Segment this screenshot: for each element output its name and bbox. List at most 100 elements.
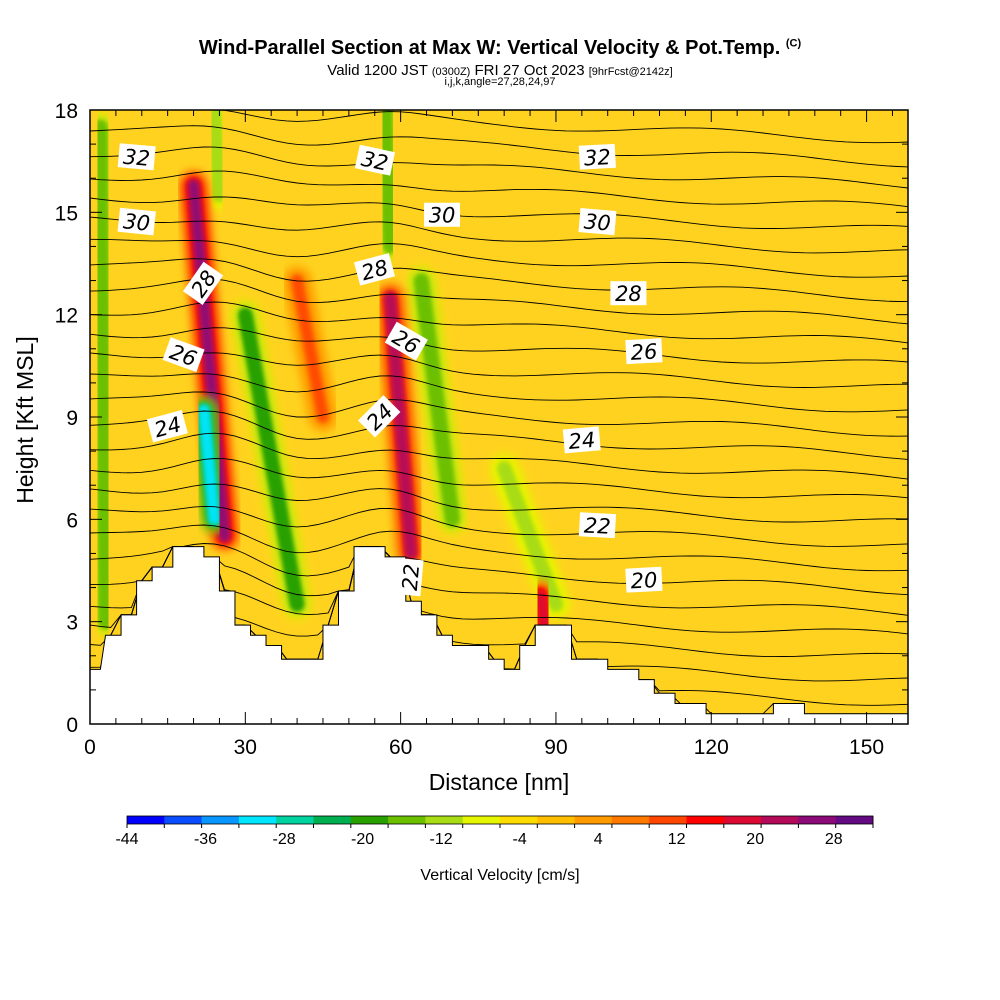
isentrope-line: [90, 278, 908, 325]
isentrope-label: 30: [424, 202, 461, 228]
isentrope-label: 32: [578, 143, 616, 170]
isentrope-line: [90, 352, 908, 388]
isentrope-line: [90, 327, 908, 364]
colorbar-swatch: [350, 816, 389, 824]
downdraft-plume: [371, 110, 404, 260]
section-parameters-text: i,j,k,angle=27,28,24,97: [444, 76, 556, 88]
colorbar-swatch: [313, 816, 352, 824]
forecast-info: [9hrFcst@2142z]: [588, 66, 673, 78]
isentrope-label-text: 20: [630, 568, 658, 593]
isentrope-line: [90, 238, 908, 278]
colorbar: -44 -36 -28 -20 -12 -4 4 12 20 28: [115, 815, 874, 848]
x-tick-label: 60: [389, 736, 412, 759]
isentrope-line: [90, 410, 908, 460]
colorbar-swatch: [761, 816, 799, 824]
isentrope-label-text: 30: [429, 204, 456, 228]
y-tick-label: 15: [55, 202, 78, 225]
colorbar-swatch: [649, 816, 687, 824]
terrain: [90, 546, 908, 724]
isentrope-label-box: [117, 207, 156, 236]
isentrope-line: [90, 458, 908, 499]
colorbar-swatch: [425, 816, 464, 824]
isentrope-label-box: [162, 337, 205, 373]
colorbar-swatch: [611, 816, 650, 824]
isentrope-line: [90, 546, 908, 616]
isentrope-label: 22: [396, 558, 424, 597]
isentrope-line: [90, 546, 908, 635]
isentrope-line: [90, 125, 908, 168]
y-axis: 0 3 6 9 12 15 18: [55, 100, 908, 737]
colorbar-swatch: [388, 816, 426, 824]
isentrope-line: [90, 146, 908, 189]
x-tick-label: 150: [849, 736, 884, 759]
valid-time: Valid 1200 JST: [327, 62, 428, 79]
valid-utc: (0300Z): [431, 66, 471, 78]
plot-area: [90, 110, 908, 724]
isentrope-line: [90, 216, 908, 254]
isentrope-label: 32: [354, 144, 396, 176]
updraft-plume-band: [292, 275, 328, 422]
isentrope-label-text: 32: [359, 147, 390, 176]
isentrope-label-box: [424, 202, 461, 227]
updraft-plume: [190, 396, 228, 533]
x-axis: 0 30 60 90 120 150: [84, 110, 893, 759]
downdraft-plume: [407, 267, 466, 533]
isentrope-label: 24: [562, 426, 601, 454]
isentrope-label-text: 26: [630, 340, 658, 365]
isentrope-label-box: [578, 208, 617, 236]
isentrope-label-box: [610, 281, 647, 306]
colorbar-swatch: [574, 816, 613, 824]
isentrope-label-box: [358, 395, 401, 438]
isentrope-label-box: [578, 143, 616, 170]
colorbar-swatch: [686, 816, 725, 824]
y-tick-label: 0: [66, 714, 78, 737]
isentrope-line: [90, 301, 908, 344]
isentrope-label-box: [625, 338, 663, 365]
downdraft-plume-band: [240, 309, 303, 610]
updraft-plume: [283, 267, 337, 431]
colorbar-swatch: [835, 816, 874, 824]
colorbar-label: -4: [513, 831, 527, 848]
isentrope-line: [90, 483, 908, 523]
y-tick-label: 12: [55, 305, 78, 328]
colorbar-title: Vertical Velocity [cm/s]: [420, 867, 579, 884]
y-tick-label: 3: [66, 612, 78, 635]
x-tick-label: 90: [544, 736, 567, 759]
chart-subtitle: Valid 1200 JST (0300Z) FRI 27 Oct 2023 […: [0, 62, 1000, 79]
isentrope-label: 26: [625, 338, 663, 365]
isentrope-line: [90, 258, 908, 303]
downdraft-plume: [490, 454, 570, 619]
isentrope-label-text: 32: [583, 145, 611, 170]
isentrope-label-box: [182, 261, 224, 306]
isentrope-label-box: [353, 253, 395, 286]
colorbar-label: -20: [351, 831, 374, 848]
colorbar-swatch: [238, 816, 277, 824]
x-tick-label: 120: [694, 736, 729, 759]
colorbar-label: -28: [272, 831, 295, 848]
chart-title: Wind-Parallel Section at Max W: Vertical…: [0, 37, 1000, 60]
isentrope-line: [90, 391, 908, 437]
colorbar-label: 28: [825, 831, 843, 848]
isentrope-label-text: 22: [583, 513, 611, 538]
downdraft-plume-band: [209, 110, 225, 201]
isentrope-line: [90, 170, 908, 208]
colorbar-swatch: [127, 816, 165, 824]
colorbar-label: 20: [746, 831, 764, 848]
copyright-flag: (C): [785, 37, 802, 50]
isentrope-label: 22: [578, 512, 617, 539]
colorbar-swatch: [201, 816, 240, 824]
isentrope-label: 30: [117, 207, 156, 236]
updraft-plume-band: [198, 405, 220, 525]
colorbar-swatch: [500, 816, 538, 824]
colorbar-label: -44: [115, 831, 138, 848]
colorbar-label: 4: [594, 831, 603, 848]
isentrope-label-box: [384, 321, 428, 361]
colorbar-label: 12: [668, 831, 686, 848]
isentrope-line: [90, 505, 908, 547]
y-tick-label: 6: [66, 509, 78, 532]
isentrope-label-text: 28: [615, 282, 642, 306]
y-tick-label: 18: [55, 100, 78, 123]
colorbar-swatch: [723, 816, 762, 824]
x-tick-label: 30: [234, 736, 257, 759]
